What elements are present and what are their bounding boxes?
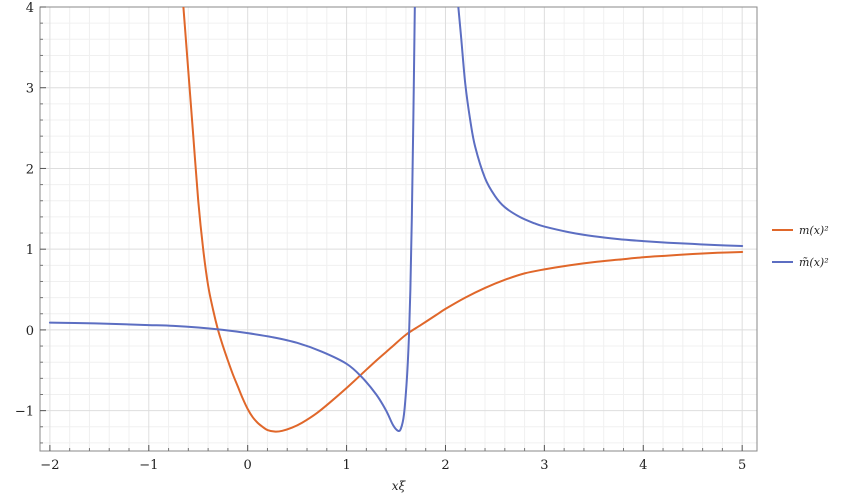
x-tick-labels: −2 −1 0 1 2 3 4 5 [40, 458, 746, 473]
legend-label: m̃(x)² [799, 256, 829, 269]
major-gridlines [40, 6, 757, 451]
x-tick-label: −2 [40, 458, 59, 473]
x-tick-label: 0 [244, 458, 252, 473]
series-line-m-tilde-squared [457, 7, 744, 247]
y-tick-label: 1 [26, 243, 34, 258]
plot-frame [39, 6, 758, 452]
x-tick-label: 4 [639, 458, 647, 473]
y-tick-label: 0 [26, 324, 34, 339]
axis-ticks [40, 6, 743, 451]
y-tick-label: −1 [15, 405, 34, 420]
series-layer [48, 7, 744, 433]
minor-gridlines [40, 7, 757, 451]
legend-label: m(x)² [799, 224, 829, 237]
x-tick-label: 5 [738, 458, 746, 473]
y-tick-label: 3 [26, 82, 34, 97]
y-tick-labels: −1 0 1 2 3 4 [15, 1, 34, 420]
x-axis-title: xξ [392, 479, 407, 493]
series-line-m-tilde-squared [48, 7, 416, 433]
x-tick-label: 3 [540, 458, 548, 473]
legend: m(x)² m̃(x)² [772, 224, 829, 269]
x-tick-label: −1 [139, 458, 158, 473]
x-tick-label: 2 [441, 458, 449, 473]
y-tick-label: 2 [26, 162, 34, 177]
x-tick-label: 1 [342, 458, 350, 473]
y-tick-label: 4 [26, 1, 34, 16]
